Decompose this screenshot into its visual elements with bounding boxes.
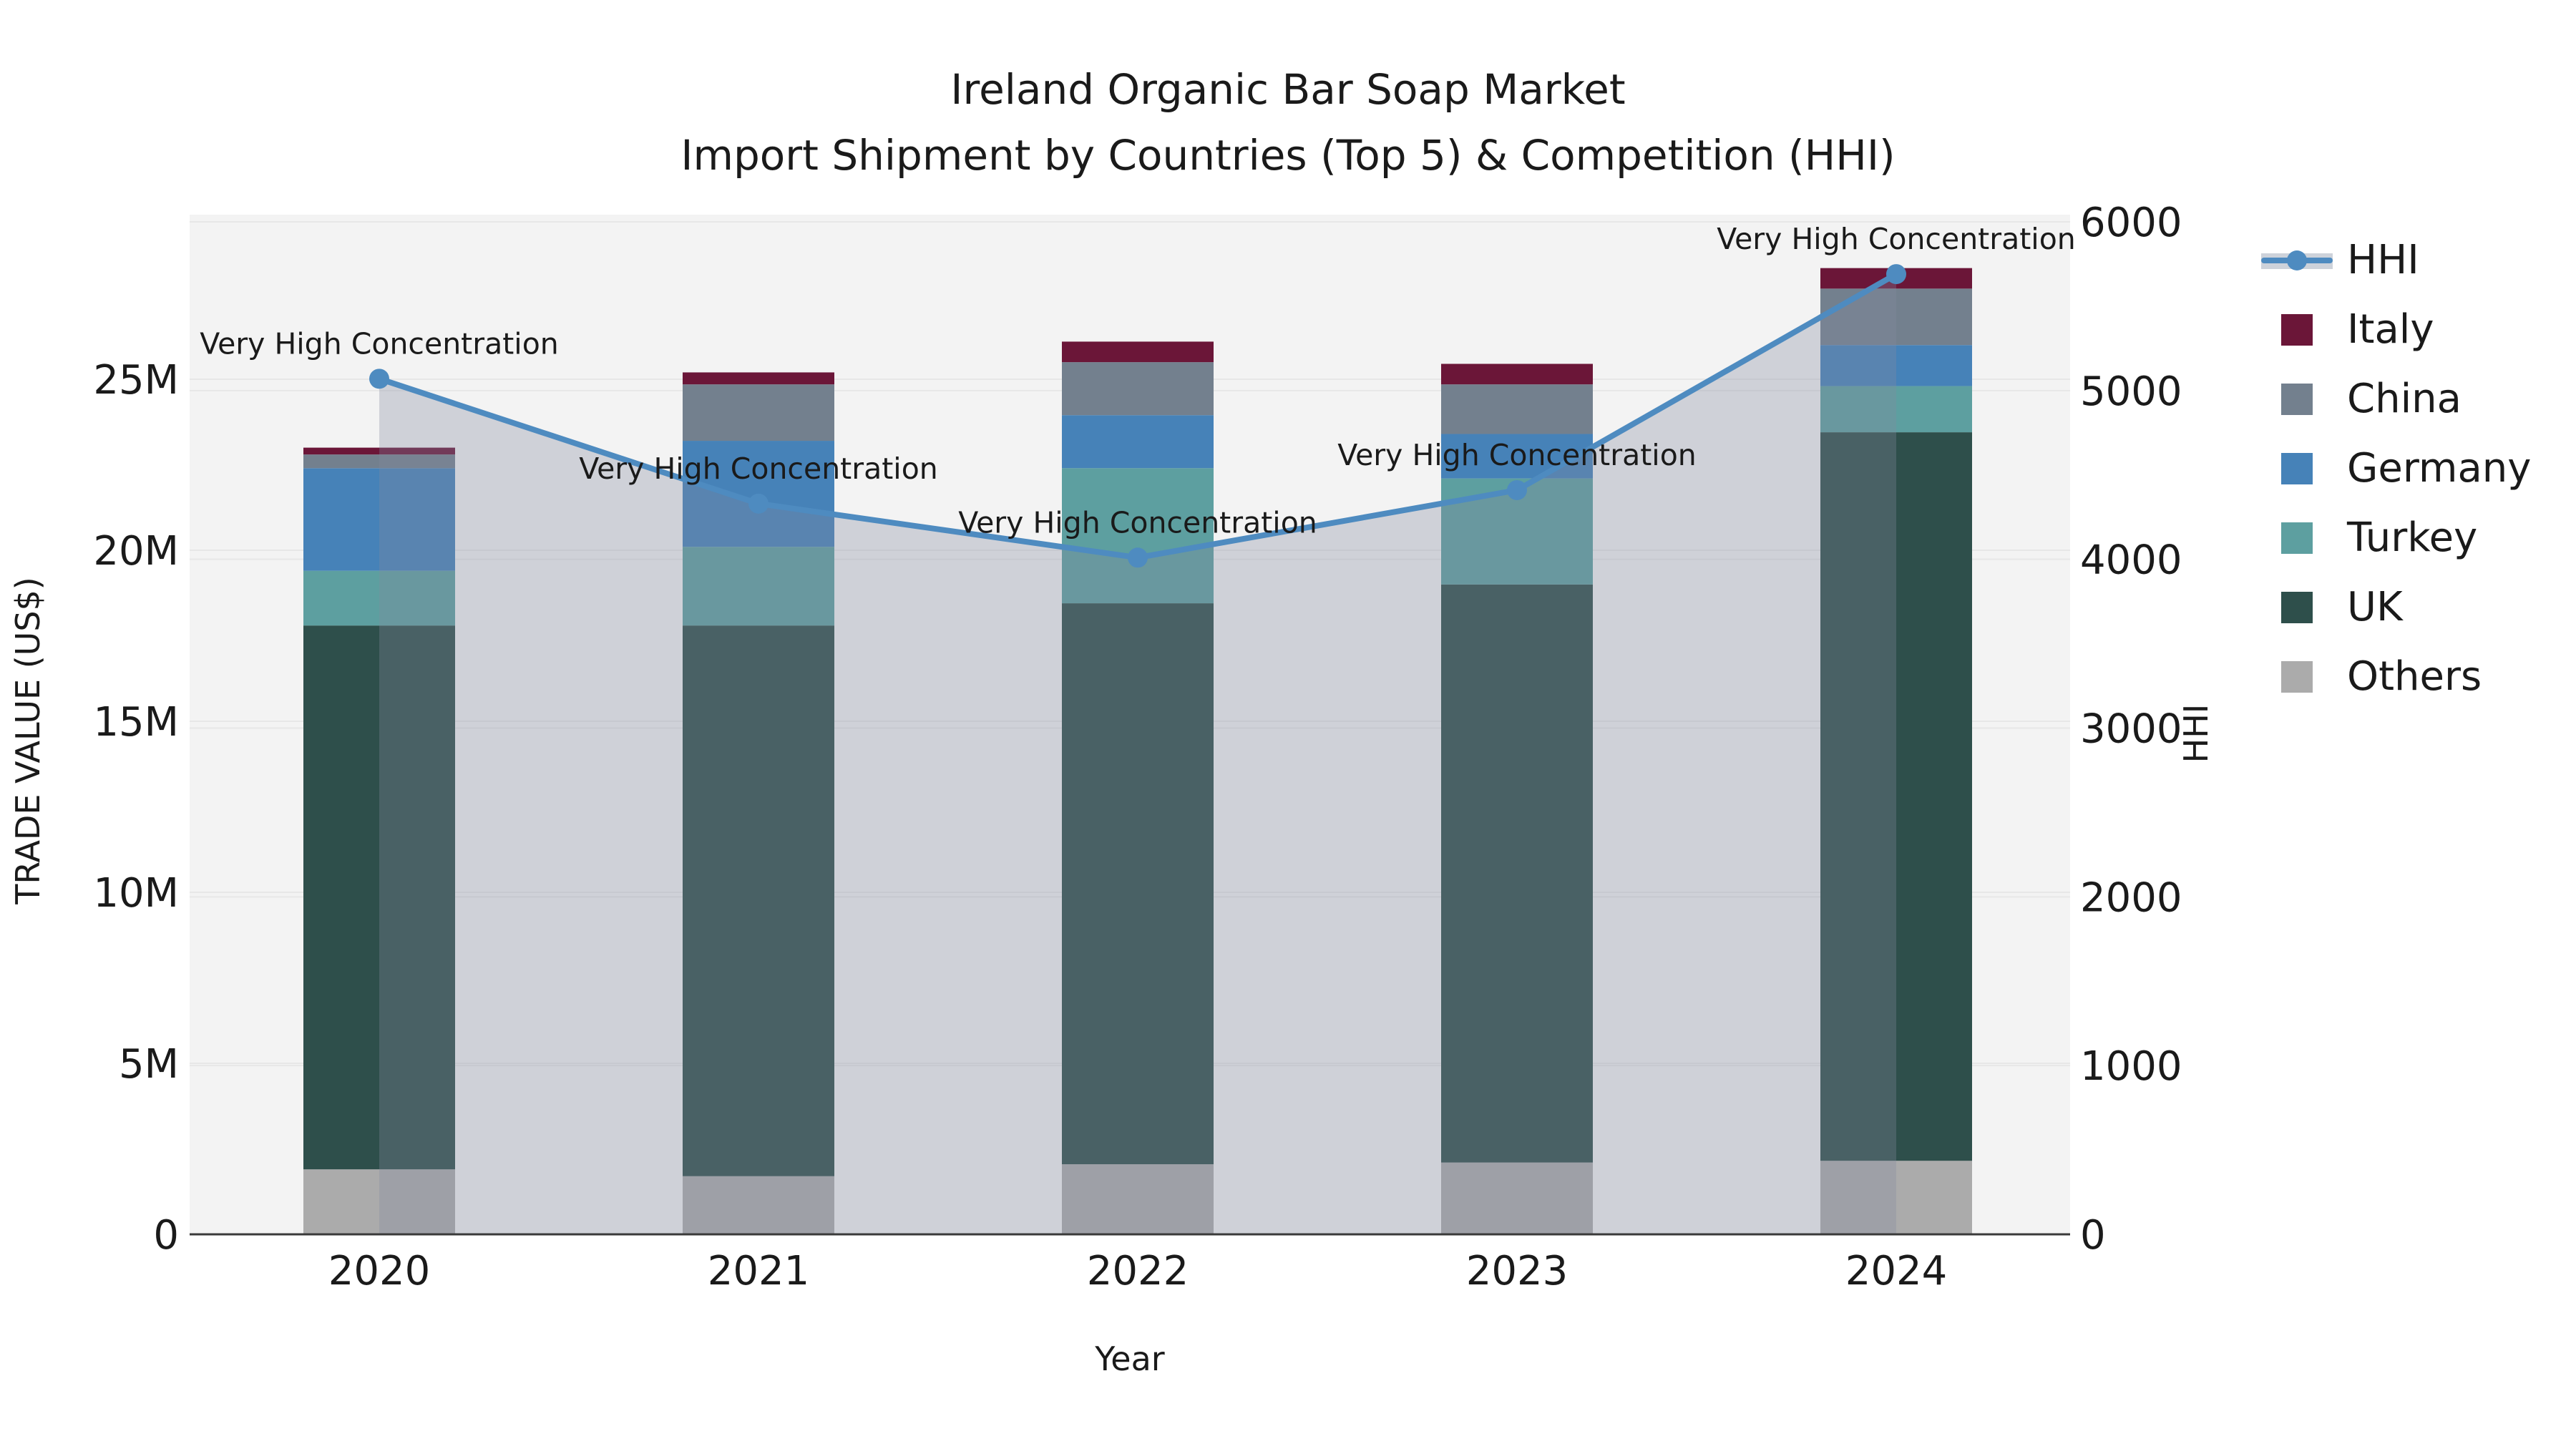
bar-segment-2020-china — [303, 454, 455, 469]
others-swatch-icon — [2281, 660, 2313, 693]
bar-segment-2024-turkey — [1820, 386, 1972, 433]
hhi-marker-2021 — [748, 493, 769, 514]
italy-swatch-icon — [2281, 313, 2313, 346]
left-tick-15M: 15M — [93, 699, 179, 746]
turkey-swatch-icon — [2281, 522, 2313, 554]
legend-label: China — [2347, 376, 2462, 422]
legend-item-germany: Germany — [2261, 434, 2569, 503]
hhi-annotation-2024: Very High Concentration — [1717, 222, 2076, 256]
bar-segment-2020-germany — [303, 468, 455, 571]
bar-segment-2022-uk — [1062, 603, 1214, 1165]
bar-segment-2021-italy — [683, 372, 834, 385]
hhi-annotation-2023: Very High Concentration — [1337, 438, 1697, 472]
left-tick-25M: 25M — [93, 357, 179, 404]
left-tick-20M: 20M — [93, 528, 179, 575]
bar-segment-2020-uk — [303, 625, 455, 1170]
right-tick-5000: 5000 — [2080, 369, 2182, 415]
legend-item-turkey: Turkey — [2261, 503, 2569, 572]
bar-segment-2023-china — [1441, 384, 1593, 434]
legend-label: HHI — [2347, 237, 2419, 283]
bar-segment-2023-italy — [1441, 364, 1593, 385]
bar-segment-2020-italy — [303, 447, 455, 455]
legend-label: Turkey — [2347, 514, 2478, 561]
tick-labels: 0 5M 10M 15M 20M 25M 0 1000 2000 3000 4000 5000 6000… — [93, 200, 2182, 1294]
legend: HHI Italy China Germany Turkey UK Others — [2261, 225, 2569, 711]
bar-segment-2022-germany — [1062, 415, 1214, 469]
legend-item-china: China — [2261, 364, 2569, 434]
legend-label: Germany — [2347, 445, 2532, 492]
hhi-marker-2023 — [1507, 479, 1527, 500]
right-axis-label: HHI — [2177, 704, 2215, 763]
bar-segment-2024-china — [1820, 288, 1972, 346]
hhi-annotation-2020: Very High Concentration — [200, 326, 559, 361]
x-tick-2023: 2023 — [1466, 1248, 1568, 1294]
x-tick-2021: 2021 — [708, 1248, 810, 1294]
x-axis-label: Year — [1094, 1340, 1164, 1378]
hhi-line-icon — [2261, 243, 2333, 278]
bar-segment-2023-others — [1441, 1162, 1593, 1234]
left-axis-label: TRADE VALUE (US$) — [9, 577, 47, 904]
legend-item-uk: UK — [2261, 572, 2569, 642]
right-tick-0: 0 — [2080, 1212, 2106, 1259]
bar-segment-2022-italy — [1062, 341, 1214, 363]
bar-segment-2022-turkey — [1062, 468, 1214, 604]
bar-segment-2022-others — [1062, 1164, 1214, 1234]
bar-segment-2020-turkey — [303, 570, 455, 626]
hhi-annotation-2021: Very High Concentration — [579, 452, 938, 486]
x-tick-2022: 2022 — [1087, 1248, 1189, 1294]
bar-segment-2021-uk — [683, 625, 834, 1176]
legend-label: Italy — [2347, 306, 2434, 353]
x-tick-2020: 2020 — [328, 1248, 431, 1294]
hhi-annotation-2022: Very High Concentration — [958, 505, 1317, 540]
legend-label: UK — [2347, 584, 2403, 630]
x-tick-2024: 2024 — [1845, 1248, 1948, 1294]
legend-item-hhi: HHI — [2261, 225, 2569, 295]
hhi-marker-2022 — [1128, 547, 1148, 568]
left-tick-10M: 10M — [93, 870, 179, 917]
right-tick-1000: 1000 — [2080, 1043, 2182, 1090]
annotations: Very High Concentration Very High Concent… — [200, 222, 2076, 540]
bar-segment-2024-germany — [1820, 345, 1972, 386]
bar-segment-2024-uk — [1820, 432, 1972, 1161]
china-swatch-icon — [2281, 383, 2313, 415]
left-tick-5M: 5M — [119, 1041, 179, 1088]
bar-segment-2022-china — [1062, 362, 1214, 416]
stacked-bars — [303, 268, 1972, 1234]
bar-segment-2021-turkey — [683, 547, 834, 626]
chart-title-line2: Import Shipment by Countries (Top 5) & C… — [680, 131, 1895, 180]
hhi-overlay — [190, 264, 2070, 1236]
bar-segment-2023-germany — [1441, 434, 1593, 479]
uk-swatch-icon — [2281, 591, 2313, 623]
germany-swatch-icon — [2281, 452, 2313, 484]
hhi-area-fill — [379, 274, 1896, 1234]
chart-title-line1: Ireland Organic Bar Soap Market — [950, 65, 1625, 114]
hhi-marker-2020 — [369, 369, 389, 389]
bar-segment-2021-china — [683, 384, 834, 441]
left-tick-0: 0 — [153, 1212, 179, 1259]
right-tick-6000: 6000 — [2080, 200, 2182, 246]
bar-segment-2021-others — [683, 1176, 834, 1234]
legend-item-italy: Italy — [2261, 295, 2569, 364]
legend-label: Others — [2347, 653, 2482, 700]
bar-segment-2024-others — [1820, 1161, 1972, 1234]
hhi-marker-2024 — [1886, 264, 1906, 285]
right-tick-4000: 4000 — [2080, 537, 2182, 584]
bar-segment-2023-uk — [1441, 584, 1593, 1163]
bar-segment-2020-others — [303, 1169, 455, 1234]
right-tick-3000: 3000 — [2080, 706, 2182, 753]
legend-item-others: Others — [2261, 642, 2569, 711]
right-tick-2000: 2000 — [2080, 874, 2182, 921]
